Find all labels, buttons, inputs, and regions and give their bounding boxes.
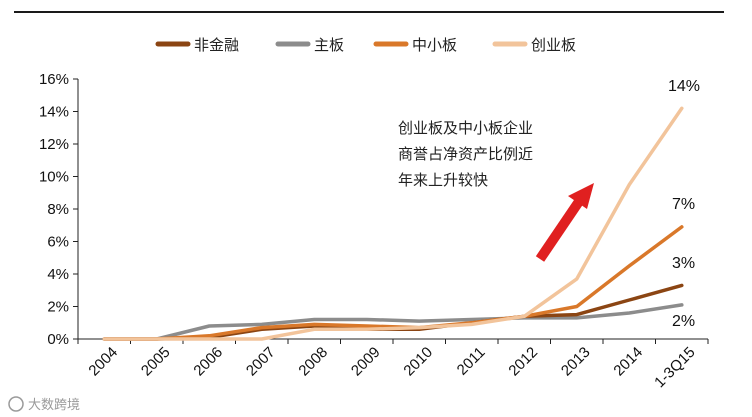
x-tick-label: 2004 bbox=[85, 344, 121, 380]
x-tick-label: 2014 bbox=[610, 344, 646, 380]
y-tick-label: 10% bbox=[39, 169, 69, 186]
annotation: 创业板及中小板企业 商誉占净资产比例近 年来上升较快 bbox=[398, 119, 533, 189]
x-axis: 2004 2005 2006 2007 2008 2009 2010 2011 2012 2013… bbox=[77, 338, 709, 391]
x-tick-label: 2005 bbox=[138, 344, 174, 380]
legend-label: 中小板 bbox=[412, 36, 457, 54]
legend-label: 非金融 bbox=[194, 36, 239, 54]
y-tick-label: 4% bbox=[47, 266, 69, 283]
y-tick-label: 12% bbox=[39, 136, 69, 153]
y-tick-label: 6% bbox=[47, 234, 69, 251]
series-line-创业板 bbox=[102, 106, 684, 341]
watermark-logo-icon bbox=[8, 396, 24, 412]
end-label-创业板: 14% bbox=[668, 78, 700, 95]
x-tick-label: 2006 bbox=[190, 344, 226, 380]
watermark: 大数跨境 bbox=[8, 396, 80, 413]
x-tick-label: 2009 bbox=[348, 344, 384, 380]
y-tick-label: 14% bbox=[39, 104, 69, 121]
annotation-line-2: 商誉占净资产比例近 bbox=[398, 145, 533, 163]
annotation-line-1: 创业板及中小板企业 bbox=[398, 119, 533, 137]
legend: 非金融 主板 中小板 创业板 bbox=[155, 36, 576, 54]
series-layer bbox=[102, 106, 684, 341]
up-arrow-icon bbox=[535, 183, 594, 262]
legend-item-主板: 主板 bbox=[275, 36, 344, 54]
x-tick-label: 2008 bbox=[295, 344, 331, 380]
y-tick-label: 8% bbox=[47, 201, 69, 218]
x-tick-label: 2012 bbox=[505, 344, 541, 380]
legend-label: 主板 bbox=[314, 36, 344, 54]
annotation-line-3: 年来上升较快 bbox=[398, 171, 488, 189]
watermark-text: 大数跨境 bbox=[28, 398, 80, 413]
y-axis: 0% 2% 4% 6% 8% 10% 12% 14% 16% bbox=[39, 71, 79, 348]
end-label-中小板: 7% bbox=[672, 196, 695, 213]
end-label-主板: 2% bbox=[672, 313, 695, 330]
x-tick-label: 2007 bbox=[243, 344, 279, 380]
legend-item-中小板: 中小板 bbox=[373, 36, 457, 54]
x-tick-label: 2011 bbox=[454, 344, 489, 379]
y-tick-label: 0% bbox=[47, 331, 69, 348]
y-tick-label: 2% bbox=[47, 299, 69, 316]
legend-item-创业板: 创业板 bbox=[492, 36, 576, 54]
legend-label: 创业板 bbox=[531, 36, 576, 54]
x-tick-label: 2010 bbox=[400, 344, 436, 380]
series-line-主板 bbox=[102, 303, 684, 341]
x-tick-label: 1-3Q15 bbox=[651, 344, 698, 391]
legend-item-非金融: 非金融 bbox=[155, 36, 239, 54]
end-label-非金融: 3% bbox=[672, 255, 695, 272]
x-tick-label: 2013 bbox=[558, 344, 594, 380]
y-tick-label: 16% bbox=[39, 71, 69, 88]
